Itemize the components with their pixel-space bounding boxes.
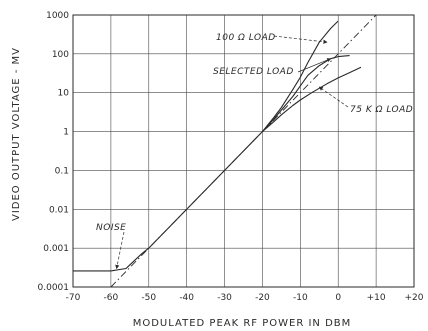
- x-tick-label: -60: [104, 293, 119, 303]
- y-tick-label: 0.01: [49, 205, 69, 215]
- x-tick-label: +20: [405, 293, 424, 303]
- x-tick-label: -10: [293, 293, 308, 303]
- plot-series: [73, 14, 377, 288]
- tick-labels: -70 -60 -50 -40 -30 -20 -10 0 +10 +20 0.0001 0.001 0…: [38, 11, 424, 303]
- y-tick-label: 1000: [46, 11, 69, 21]
- y-tick-label: 10: [58, 89, 70, 99]
- y-axis-label: VIDEO OUTPUT VOLTAGE - MV: [11, 47, 22, 221]
- annotation-arrow: [115, 231, 125, 270]
- annotation-label: SELECTED LOAD: [213, 67, 294, 77]
- annotation-arrow: [318, 86, 349, 108]
- y-tick-label: 1: [63, 128, 69, 138]
- x-tick-label: -30: [217, 293, 232, 303]
- series-line: [110, 14, 377, 288]
- x-tick-label: -50: [141, 293, 156, 303]
- annotation-label: 75 K Ω LOAD: [350, 105, 413, 115]
- y-tick-label: 100: [52, 50, 69, 60]
- annotation-arrow: [297, 58, 332, 73]
- x-axis-label: MODULATED PEAK RF POWER IN DBM: [133, 318, 352, 329]
- annotation-label: 100 Ω LOAD: [216, 33, 276, 43]
- annotation-arrow: [273, 35, 328, 44]
- grid: [72, 14, 415, 288]
- x-tick-label: -20: [255, 293, 270, 303]
- plot-frame: [72, 14, 415, 288]
- x-tick-label: -70: [66, 293, 81, 303]
- y-tick-label: 0.1: [55, 166, 69, 176]
- series-line: [262, 66, 362, 133]
- y-tick-label: 0.001: [43, 244, 69, 254]
- x-tick-label: +10: [367, 293, 386, 303]
- annotation-label: NOISE: [96, 223, 126, 233]
- series-line: [73, 20, 339, 272]
- x-tick-label: -40: [179, 293, 194, 303]
- annotations: 100 Ω LOAD SELECTED LOAD 75 K Ω LOAD NOISE: [96, 33, 413, 270]
- y-tick-label: 0.0001: [38, 283, 70, 293]
- x-tick-label: 0: [335, 293, 341, 303]
